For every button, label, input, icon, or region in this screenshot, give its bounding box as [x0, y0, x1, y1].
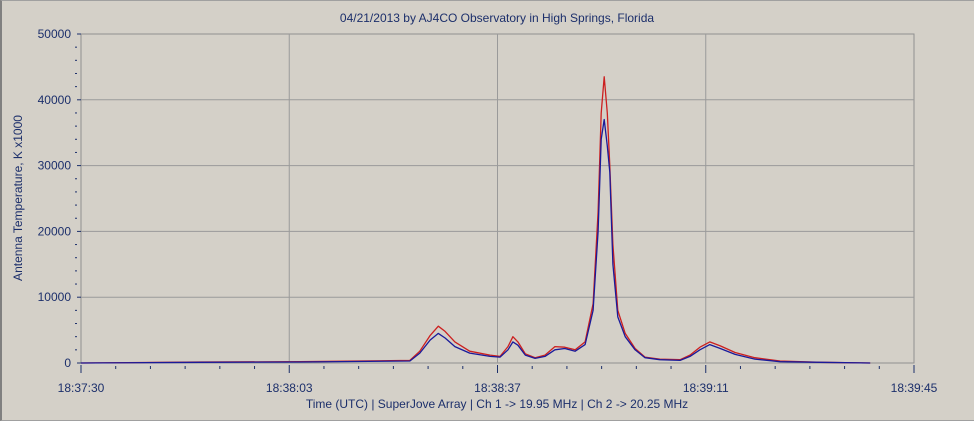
y-tick-label: 20000	[38, 224, 72, 238]
y-tick-label: 30000	[38, 159, 72, 173]
y-tick-label: 50000	[38, 27, 72, 41]
x-tick-label: 18:39:45	[891, 381, 938, 395]
y-tick-label: 10000	[38, 290, 72, 304]
x-axis-label: Time (UTC) | SuperJove Array | Ch 1 -> 1…	[306, 397, 688, 411]
series-line-ch-2	[80, 118, 871, 364]
x-tick-label: 18:38:03	[266, 381, 313, 395]
y-axis-label: Antenna Temperature, K x1000	[11, 115, 25, 281]
y-tick-label: 40000	[38, 93, 72, 107]
x-tick-label: 18:37:30	[58, 381, 105, 395]
x-tick-label: 18:38:37	[474, 381, 521, 395]
chart-title: 04/21/2013 by AJ4CO Observatory in High …	[340, 11, 654, 25]
x-tick-label: 18:39:11	[683, 381, 729, 395]
series-line-ch-1	[80, 76, 871, 364]
y-tick-label: 0	[64, 356, 71, 370]
